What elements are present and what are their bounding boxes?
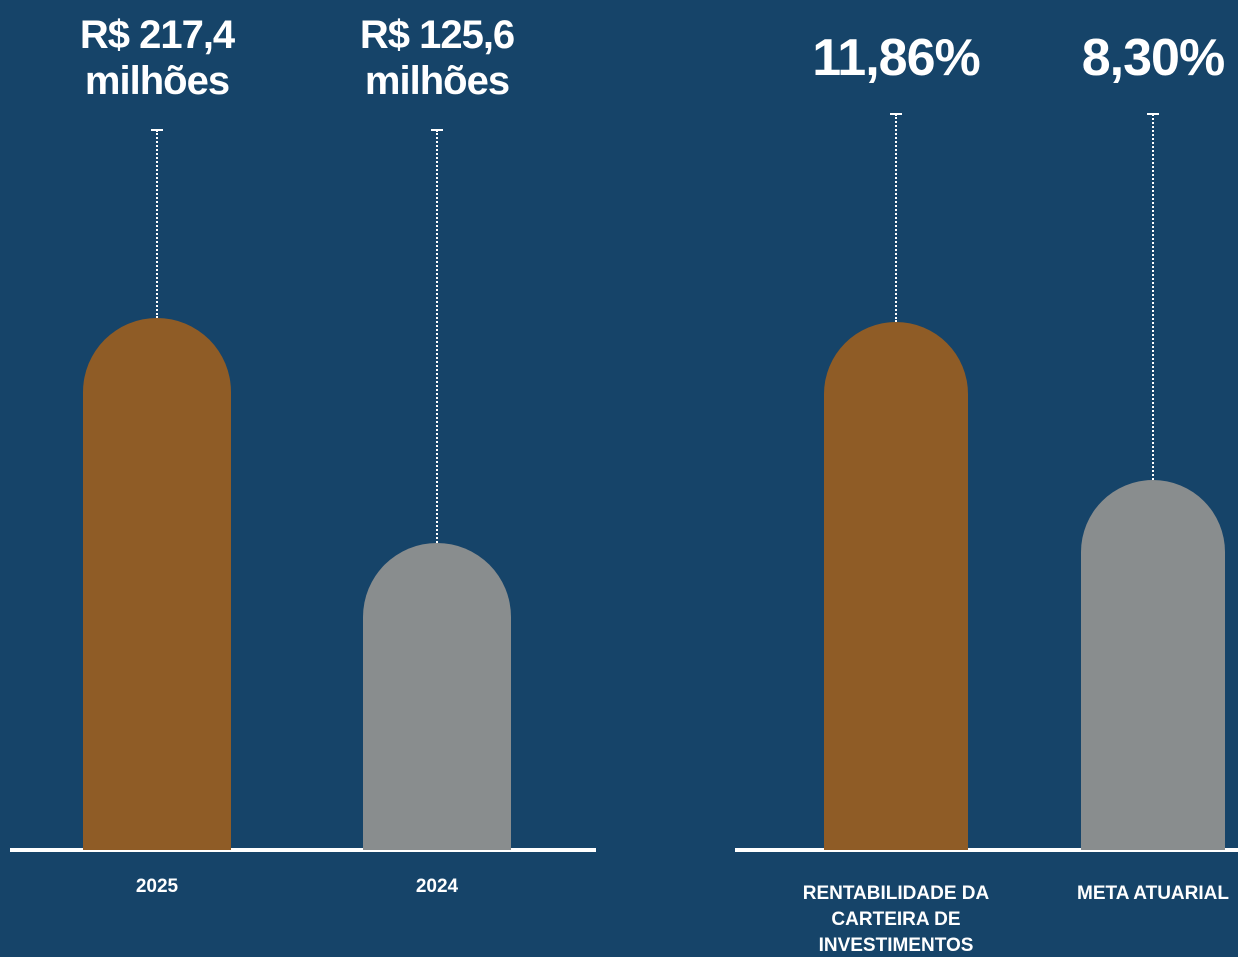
leader-tick <box>431 129 443 131</box>
leader-tick <box>890 113 902 115</box>
leader-line <box>436 130 438 543</box>
leader-line <box>895 114 897 322</box>
category-label: 2025 <box>135 876 179 897</box>
bar <box>824 322 968 850</box>
leader-line <box>1152 114 1154 481</box>
bar <box>363 542 511 850</box>
value-label: 11,86% <box>812 29 981 87</box>
category-label: RENTABILIDADE DA CARTEIRA DE INVESTIMENT… <box>802 883 990 956</box>
baseline <box>10 848 596 852</box>
value-label: R$ 217,4 milhões <box>79 13 235 103</box>
category-label: 2024 <box>415 876 459 897</box>
leader-tick <box>1147 113 1159 115</box>
bar <box>83 318 231 850</box>
leader-line <box>156 130 158 318</box>
value-label: 8,30% <box>1081 29 1225 87</box>
baseline <box>735 848 1238 852</box>
value-label: R$ 125,6 milhões <box>359 13 515 103</box>
category-label: META ATUARIAL <box>1077 883 1229 904</box>
leader-tick <box>151 129 163 131</box>
bar <box>1081 480 1225 850</box>
